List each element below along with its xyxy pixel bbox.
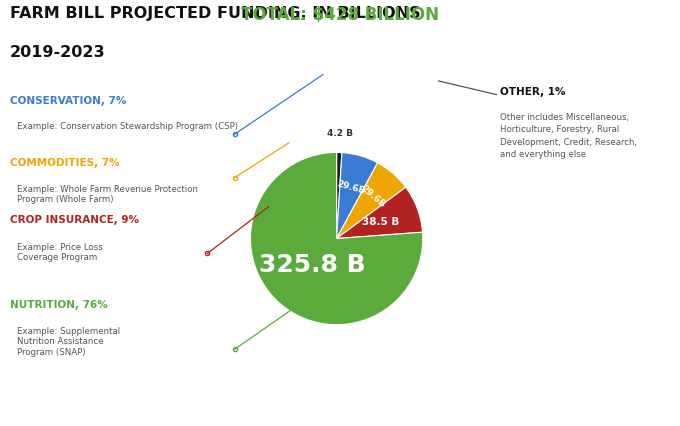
Text: Example: Whole Farm Revenue Protection
Program (Whole Farm): Example: Whole Farm Revenue Protection P…	[17, 185, 198, 204]
Text: FARM BILL PROJECTED FUNDING, IN BILLIONS: FARM BILL PROJECTED FUNDING, IN BILLIONS	[10, 6, 421, 21]
Text: Example: Supplemental
Nutrition Assistance
Program (SNAP): Example: Supplemental Nutrition Assistan…	[17, 327, 120, 357]
Text: 29.6B: 29.6B	[359, 183, 387, 209]
Text: CONSERVATION, 7%: CONSERVATION, 7%	[10, 96, 126, 106]
Text: 325.8 B: 325.8 B	[258, 253, 365, 277]
Text: 4.2 B: 4.2 B	[327, 129, 353, 138]
Wedge shape	[250, 153, 423, 325]
Text: TOTAL: $428 BILLION: TOTAL: $428 BILLION	[241, 6, 439, 24]
Text: COMMODITIES, 7%: COMMODITIES, 7%	[10, 158, 120, 168]
Text: CROP INSURANCE, 9%: CROP INSURANCE, 9%	[10, 215, 139, 225]
Text: Example: Conservation Stewardship Program (CSP): Example: Conservation Stewardship Progra…	[17, 122, 238, 131]
Text: 2019-2023: 2019-2023	[10, 45, 106, 60]
Wedge shape	[337, 153, 342, 239]
Text: Other includes Miscellaneous,
Horticulture, Forestry, Rural
Development, Credit,: Other includes Miscellaneous, Horticultu…	[500, 113, 637, 159]
Text: NUTRITION, 76%: NUTRITION, 76%	[10, 300, 108, 310]
Text: Example: Price Loss
Coverage Program: Example: Price Loss Coverage Program	[17, 243, 103, 262]
Text: OTHER, 1%: OTHER, 1%	[500, 87, 565, 97]
Text: 29.6B: 29.6B	[336, 179, 367, 196]
Wedge shape	[337, 153, 377, 239]
Wedge shape	[337, 187, 422, 239]
Wedge shape	[337, 163, 406, 239]
Text: 38.5 B: 38.5 B	[362, 217, 400, 227]
